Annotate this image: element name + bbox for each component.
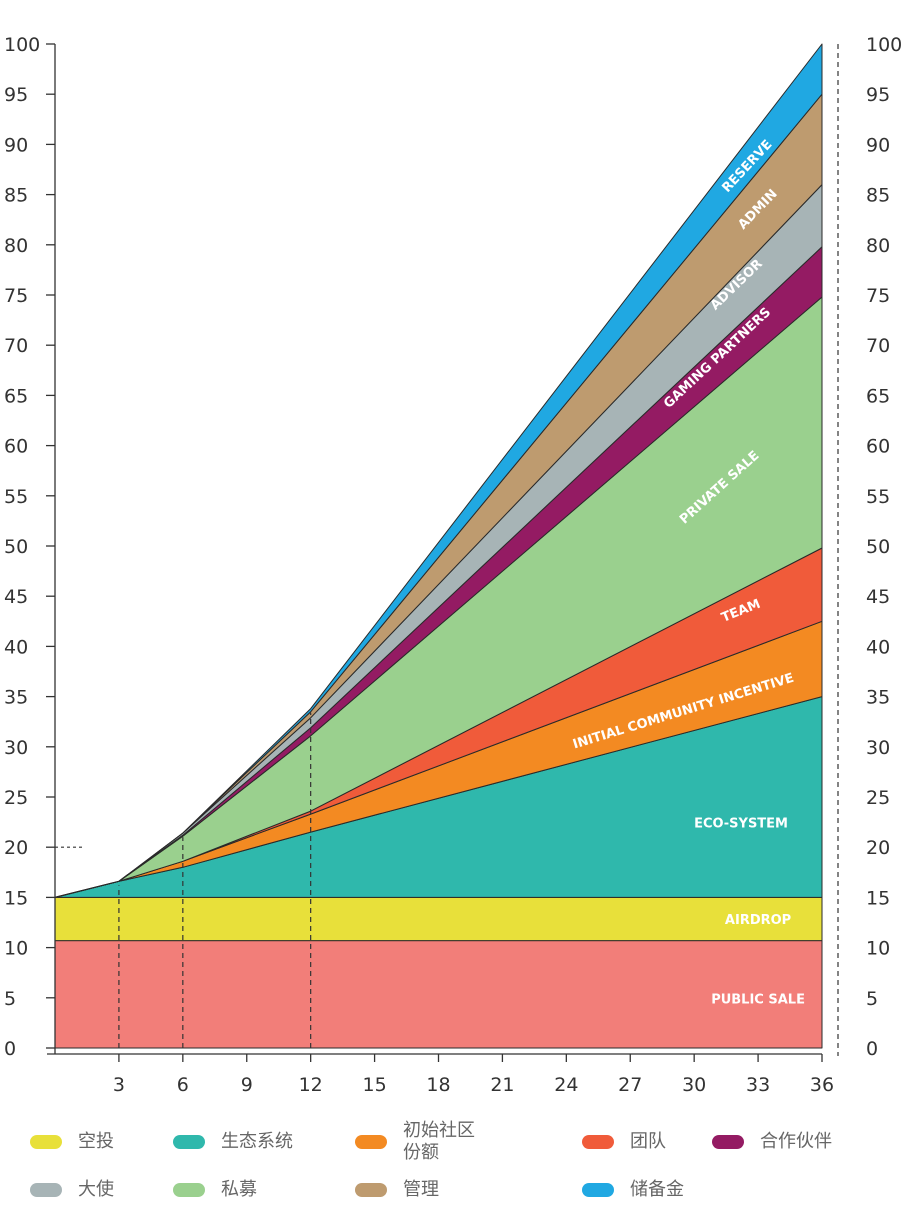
y-tick-right-50: 50: [866, 536, 890, 558]
legend-item-admin: 管理: [355, 1179, 439, 1201]
y-tick-right-5: 5: [866, 988, 878, 1010]
y-tick-right-95: 95: [866, 84, 890, 106]
legend-label: 团队: [630, 1131, 666, 1152]
x-tick-12: 12: [299, 1074, 323, 1096]
y-tick-right-35: 35: [866, 687, 890, 709]
reference-lines: [55, 44, 839, 1056]
legend-swatch: [30, 1183, 62, 1197]
y-tick-right-65: 65: [866, 385, 890, 407]
legend-item-airdrop: 空投: [30, 1131, 114, 1153]
band-label-eco-system: ECO-SYSTEM: [694, 817, 788, 832]
y-tick-left-60: 60: [4, 436, 28, 458]
y-tick-left-15: 15: [4, 887, 28, 909]
y-tick-right-15: 15: [866, 887, 890, 909]
x-tick-33: 33: [746, 1074, 770, 1096]
y-tick-right-85: 85: [866, 185, 890, 207]
legend-label: 大使: [78, 1179, 114, 1200]
x-tick-30: 30: [682, 1074, 706, 1096]
y-tick-left-0: 0: [4, 1038, 16, 1060]
legend-swatch: [582, 1183, 614, 1197]
y-tick-left-85: 85: [4, 185, 28, 207]
x-tick-3: 3: [113, 1074, 125, 1096]
legend-swatch: [355, 1135, 387, 1149]
x-tick-18: 18: [426, 1074, 450, 1096]
y-tick-left-95: 95: [4, 84, 28, 106]
y-tick-left-90: 90: [4, 134, 28, 156]
x-tick-24: 24: [554, 1074, 578, 1096]
y-tick-right-0: 0: [866, 1038, 878, 1060]
area-airdrop: [54, 896, 823, 942]
y-tick-left-5: 5: [4, 988, 16, 1010]
x-tick-36: 36: [810, 1074, 834, 1096]
x-tick-9: 9: [241, 1074, 253, 1096]
y-tick-right-45: 45: [866, 586, 890, 608]
y-tick-left-30: 30: [4, 737, 28, 759]
band-label-airdrop: AIRDROP: [725, 913, 791, 928]
y-tick-right-20: 20: [866, 837, 890, 859]
y-tick-left-70: 70: [4, 335, 28, 357]
legend-item-team: 团队: [582, 1131, 666, 1153]
legend-swatch: [712, 1135, 744, 1149]
legend-item-private-sale: 私募: [173, 1179, 257, 1201]
legend: 空投 生态系统 初始社区 份额 团队私募 合作伙伴大使 管理 储备金: [0, 1120, 918, 1224]
y-tick-right-100: 100: [866, 34, 902, 56]
legend-label: 储备金: [630, 1179, 684, 1200]
y-tick-right-25: 25: [866, 787, 890, 809]
legend-item-gaming-partners: 合作伙伴: [712, 1131, 832, 1153]
legend-swatch: [582, 1135, 614, 1149]
y-tick-right-60: 60: [866, 436, 890, 458]
y-tick-left-80: 80: [4, 235, 28, 257]
y-tick-left-75: 75: [4, 285, 28, 307]
y-tick-left-65: 65: [4, 385, 28, 407]
x-tick-21: 21: [490, 1074, 514, 1096]
x-tick-6: 6: [177, 1074, 189, 1096]
legend-swatch: [30, 1135, 62, 1149]
x-tick-27: 27: [618, 1074, 642, 1096]
y-tick-left-20: 20: [4, 837, 28, 859]
band-label-public-sale: PUBLIC SALE: [711, 992, 805, 1007]
legend-swatch: [173, 1135, 205, 1149]
y-tick-right-75: 75: [866, 285, 890, 307]
stacked-areas: [54, 43, 823, 1049]
legend-item-advisor: 大使: [30, 1179, 114, 1201]
legend-label: 空投: [78, 1131, 114, 1152]
area-public-sale: [54, 940, 823, 1049]
y-tick-right-80: 80: [866, 235, 890, 257]
y-tick-left-50: 50: [4, 536, 28, 558]
y-tick-left-10: 10: [4, 938, 28, 960]
legend-swatch: [355, 1183, 387, 1197]
legend-label: 初始社区 份额: [403, 1120, 475, 1163]
y-tick-right-30: 30: [866, 737, 890, 759]
y-tick-right-70: 70: [866, 335, 890, 357]
legend-swatch: [173, 1183, 205, 1197]
y-tick-left-100: 100: [4, 34, 40, 56]
y-tick-right-40: 40: [866, 636, 890, 658]
y-tick-left-40: 40: [4, 636, 28, 658]
y-tick-right-10: 10: [866, 938, 890, 960]
x-tick-15: 15: [362, 1074, 386, 1096]
legend-label: 管理: [403, 1179, 439, 1200]
y-tick-left-45: 45: [4, 586, 28, 608]
y-tick-right-55: 55: [866, 486, 890, 508]
y-tick-left-25: 25: [4, 787, 28, 809]
legend-label: 私募: [221, 1179, 257, 1200]
legend-item-eco-system: 生态系统: [173, 1131, 293, 1153]
legend-label: 合作伙伴: [760, 1131, 832, 1152]
legend-item-initial-community-incentive: 初始社区 份额: [355, 1120, 475, 1164]
y-tick-right-90: 90: [866, 134, 890, 156]
legend-item-reserve: 储备金: [582, 1179, 684, 1201]
area-reserve: [54, 43, 823, 898]
legend-label: 生态系统: [221, 1131, 293, 1152]
y-tick-left-55: 55: [4, 486, 28, 508]
y-tick-left-35: 35: [4, 687, 28, 709]
